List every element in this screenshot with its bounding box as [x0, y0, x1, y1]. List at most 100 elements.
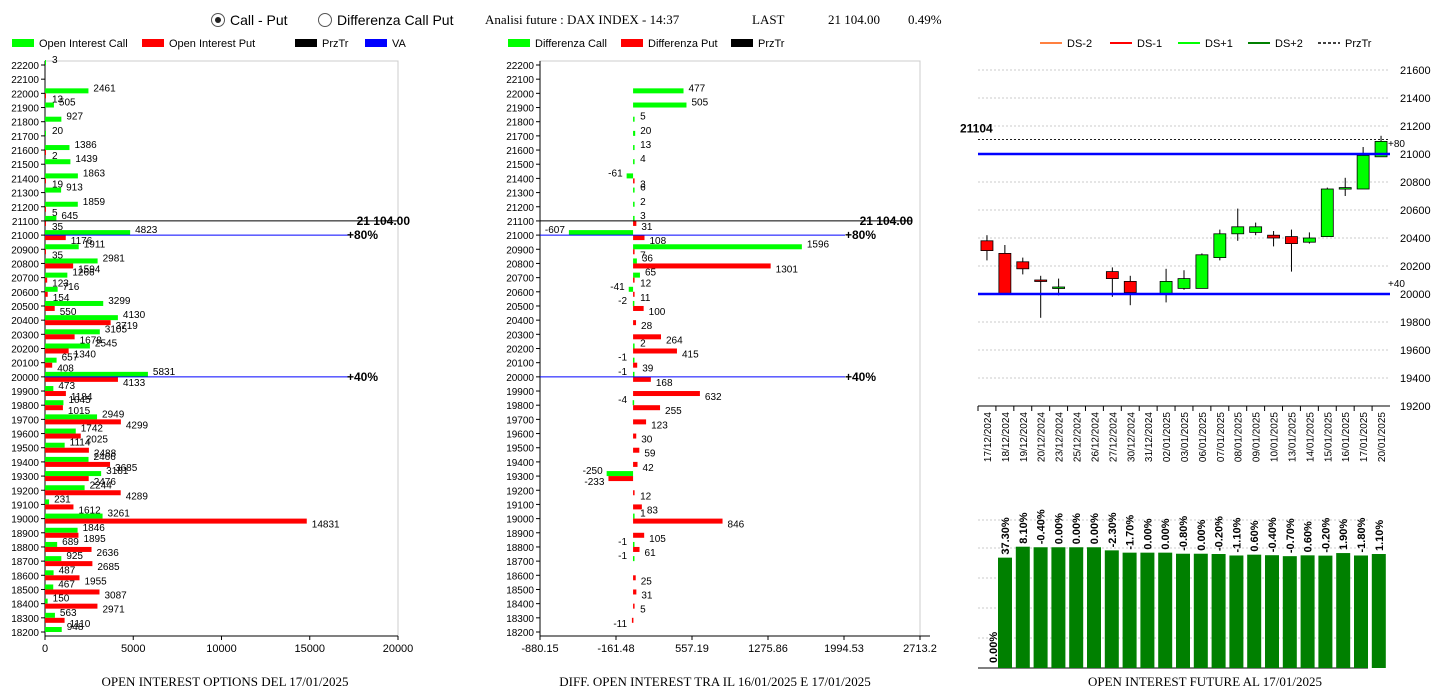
- call-bar: [45, 88, 89, 94]
- strike-label: 19500: [506, 444, 534, 455]
- oi-bar-label: 37.30%: [1000, 517, 1012, 555]
- oi-bar-label: 8.10%: [1018, 512, 1030, 543]
- strike-label: 18500: [11, 585, 39, 596]
- diff-put-value: 415: [682, 350, 699, 361]
- put-bar: [45, 617, 65, 623]
- legend-label: PrzTr: [758, 38, 785, 50]
- diff-call-bar: [632, 556, 635, 562]
- legend-label: Differenza Put: [648, 38, 718, 50]
- diff-put-bar: [633, 589, 637, 595]
- oi-bar-label: -0.20%: [1320, 518, 1332, 553]
- diff-call-value: 2: [640, 339, 646, 350]
- date-label: 23/12/2024: [1055, 412, 1066, 462]
- diff-put-bar: [633, 461, 638, 467]
- call-value: 4823: [135, 225, 158, 236]
- call-bar: [45, 499, 50, 505]
- diff-call-value: -2: [618, 296, 627, 307]
- oi-bar-label: -0.40%: [1036, 509, 1048, 544]
- radio-selected-icon[interactable]: [211, 13, 225, 27]
- x-tick-label: 1994.53: [824, 643, 864, 655]
- strike-label: 21700: [11, 132, 39, 143]
- call-bar: [45, 598, 48, 604]
- put-bar: [45, 348, 69, 354]
- date-label: 26/12/2024: [1090, 412, 1101, 462]
- candle-body: [1177, 278, 1191, 289]
- x-tick-label: 0: [42, 643, 48, 655]
- put-bar: [45, 249, 46, 255]
- strike-label: 21300: [506, 189, 534, 200]
- strike-label: 18900: [11, 529, 39, 540]
- y-tick-label: 19200: [1400, 401, 1431, 413]
- call-bar: [45, 428, 76, 434]
- diff-put-value: 12: [640, 491, 652, 502]
- put-bar: [45, 277, 48, 283]
- call-bar: [45, 102, 54, 108]
- diff-put-value: 83: [647, 505, 659, 516]
- diff-put-value: 11: [640, 293, 651, 304]
- diff-put-bar: [633, 433, 637, 439]
- oi-bar: [1229, 555, 1244, 668]
- y-tick-label: 20000: [1400, 289, 1431, 301]
- diff-put-value: 255: [665, 406, 682, 417]
- radio-differenza[interactable]: Differenza Call Put: [318, 12, 453, 28]
- va-label: +80: [1388, 139, 1405, 150]
- call-value: 927: [66, 112, 83, 123]
- diff-call-bar: [632, 371, 635, 377]
- oi-bar-label: -1.80%: [1356, 517, 1368, 552]
- diff-put-bar: [633, 518, 723, 524]
- put-value: 5: [52, 208, 58, 219]
- legend-label: DS-2: [1067, 38, 1092, 50]
- put-bar: [45, 263, 74, 269]
- diff-put-bar: [633, 249, 635, 255]
- put-value: 3719: [116, 321, 139, 332]
- diff-call-value: 477: [689, 83, 706, 94]
- strike-label: 21500: [11, 160, 39, 171]
- call-value: 2244: [90, 480, 113, 491]
- diff-put-bar: [633, 575, 636, 581]
- date-label: 15/01/2025: [1323, 412, 1334, 462]
- strike-label: 21500: [506, 160, 534, 171]
- diff-call-value: 3: [640, 211, 646, 222]
- put-value: 2685: [97, 562, 120, 573]
- diff-call-bar: [633, 102, 687, 108]
- candle-body: [1285, 236, 1298, 245]
- diff-call-bar: [633, 244, 802, 250]
- strike-label: 21000: [11, 231, 39, 242]
- put-bar: [45, 419, 121, 425]
- date-label: 20/12/2024: [1037, 412, 1048, 462]
- call-value: 150: [53, 594, 70, 605]
- call-bar: [45, 159, 71, 165]
- strike-label: 18400: [11, 600, 39, 611]
- strike-label: 19400: [506, 458, 534, 469]
- strike-label: 20700: [11, 274, 39, 285]
- strike-label: 21900: [506, 104, 534, 115]
- diff-call-bar: [633, 116, 635, 122]
- strike-label: 18300: [506, 614, 534, 625]
- strike-label: 19600: [11, 430, 39, 441]
- put-value: 2476: [94, 477, 117, 488]
- diff-put-value: 31: [641, 222, 653, 233]
- diff-call-bar: [633, 145, 635, 151]
- candle-body: [1320, 188, 1334, 237]
- diff-put-bar: [633, 235, 645, 241]
- radio-unselected-icon[interactable]: [318, 13, 332, 27]
- diff-put-value: 123: [651, 420, 668, 431]
- diff-put-value: 25: [641, 576, 653, 587]
- diff-put-bar: [633, 362, 638, 368]
- diff-put-value: 105: [649, 534, 666, 545]
- call-bar: [45, 244, 79, 250]
- call-value: 487: [59, 565, 76, 576]
- candle-body: [1195, 254, 1209, 289]
- put-value: 1594: [78, 264, 101, 275]
- diff-call-value: 13: [640, 140, 652, 151]
- radio-call-put[interactable]: Call - Put: [211, 12, 288, 28]
- y-tick-label: 21400: [1400, 93, 1431, 105]
- strike-label: 22200: [506, 61, 534, 72]
- call-bar: [45, 272, 68, 278]
- put-bar: [45, 362, 53, 368]
- diff-put-bar: [633, 405, 661, 411]
- put-value: 1678: [80, 335, 103, 346]
- legend-label: Open Interest Put: [169, 38, 255, 50]
- footer-left: OPEN INTEREST OPTIONS DEL 17/01/2025: [101, 674, 349, 689]
